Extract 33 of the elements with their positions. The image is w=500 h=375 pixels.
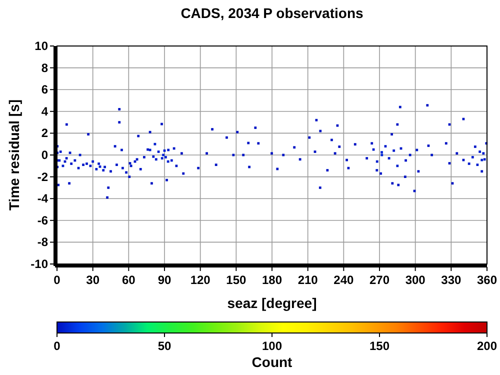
x-axis-title: seaz [degree] xyxy=(227,295,317,311)
x-tick-label: 240 xyxy=(334,273,354,287)
y-tick-label: 8 xyxy=(41,60,48,75)
y-tick-label: -6 xyxy=(37,213,48,228)
y-axis-title: Time residual [s] xyxy=(6,99,22,211)
x-tick-label: 330 xyxy=(441,273,462,287)
y-tick-label: 10 xyxy=(34,39,48,53)
color-bar-label: 0 xyxy=(54,339,61,353)
x-tick-label: 270 xyxy=(369,273,390,287)
y-tick-label: -8 xyxy=(37,235,48,250)
color-bar-label: 50 xyxy=(158,339,172,353)
y-tick-label: 2 xyxy=(41,126,48,140)
x-tick-label: 180 xyxy=(262,273,282,287)
y-tick-label: 4 xyxy=(41,104,48,118)
y-tick-label: -4 xyxy=(37,192,48,206)
x-tick-label: 90 xyxy=(158,273,172,287)
x-tick-label: 0 xyxy=(54,273,61,287)
x-tick-label: 360 xyxy=(476,273,498,287)
chart-title: CADS, 2034 P observations xyxy=(180,5,364,21)
color-bar-label: 200 xyxy=(476,339,498,353)
y-tick-label: 6 xyxy=(41,82,48,97)
y-tick-label: 0 xyxy=(41,148,48,162)
x-tick-label: 60 xyxy=(122,273,136,287)
x-tick-label: 150 xyxy=(226,273,246,287)
color-bar-label: 150 xyxy=(369,339,390,353)
color-bar-title: Count xyxy=(252,354,293,370)
x-tick-label: 120 xyxy=(190,273,211,287)
x-tick-label: 300 xyxy=(405,273,426,287)
color-bar-label: 100 xyxy=(262,339,282,353)
y-tick-label: -10 xyxy=(30,257,48,271)
y-tick-label: -2 xyxy=(37,170,48,184)
x-tick-label: 210 xyxy=(298,273,318,287)
x-tick-label: 30 xyxy=(86,273,100,287)
